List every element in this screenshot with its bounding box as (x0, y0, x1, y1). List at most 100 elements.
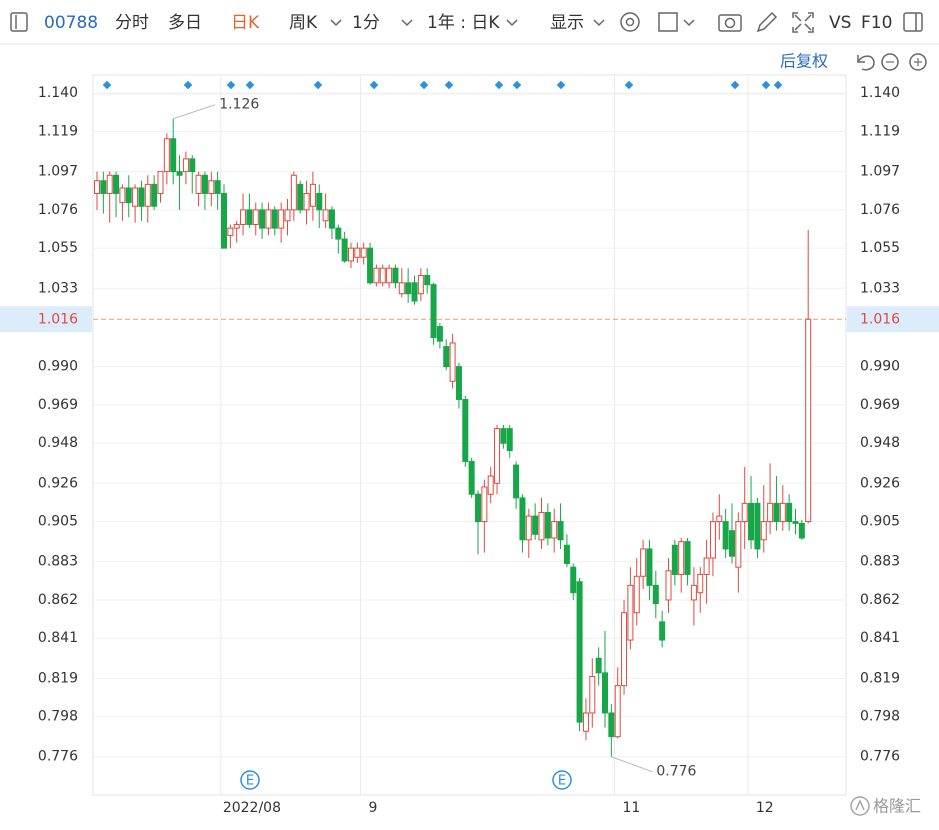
y2-tick-label: 1.097 (860, 164, 900, 180)
tab[interactable]: 分时 (115, 13, 149, 33)
event-diamonds (102, 80, 783, 90)
candle-body (602, 672, 608, 714)
candle-body (487, 475, 494, 495)
candle-body (405, 282, 412, 295)
candle-body (805, 318, 812, 523)
tab[interactable]: 1分 (352, 13, 380, 33)
undo-icon[interactable] (857, 55, 875, 71)
camera-lens (724, 17, 736, 29)
last-price-label: 1.016 (38, 311, 78, 327)
x-tick-label: 11 (623, 800, 641, 816)
candle-body (290, 174, 297, 211)
adjust-button[interactable]: 后复权 (780, 52, 828, 71)
chevron[interactable] (506, 19, 518, 27)
y-tick-label: 1.055 (38, 240, 78, 256)
candle-body (360, 247, 367, 258)
candle-body (195, 174, 202, 194)
candle-body (532, 515, 539, 535)
f10-button[interactable]: F10 (861, 13, 892, 33)
tab[interactable]: 显示 (550, 13, 584, 33)
settings-icon-core (625, 17, 635, 27)
event-diamond (226, 80, 236, 90)
candle-body (563, 544, 570, 565)
event-marker-circle (240, 770, 260, 790)
candle-body (576, 581, 583, 723)
candle-body (678, 541, 685, 575)
tab[interactable]: 1年 : 日K (427, 13, 500, 33)
grid (93, 75, 846, 795)
stock-code[interactable]: 00788 (44, 13, 98, 33)
candle-body (462, 398, 469, 462)
candle-body (125, 187, 132, 204)
candle-body (621, 612, 628, 687)
x-tick-label: 12 (756, 800, 774, 816)
tab-active[interactable]: 日K (231, 13, 260, 33)
candle-body (582, 712, 589, 732)
watermark-logo-mark (855, 799, 865, 811)
candle-body (506, 428, 513, 451)
candle-body (500, 428, 507, 444)
zoom-in-icon[interactable] (909, 53, 927, 71)
camera-icon[interactable] (718, 14, 742, 32)
event-diamond (556, 80, 566, 90)
candle-body (278, 209, 285, 229)
y2-tick-label: 1.055 (860, 240, 900, 256)
event-diamond (444, 80, 454, 90)
candle-body (221, 192, 227, 249)
tab[interactable]: 周K (289, 13, 318, 33)
candle-body (379, 267, 386, 284)
candles (94, 118, 812, 757)
y-tick-label: 1.097 (38, 164, 78, 180)
y2-tick-label: 1.140 (860, 85, 900, 101)
candle-body (513, 464, 520, 499)
frame-icon[interactable] (903, 12, 923, 32)
y2-tick-label: 0.841 (860, 630, 900, 646)
axes: 1.140 1.140 1.119 1.119 1.097 1.097 1.076 1.076… (38, 85, 900, 816)
event-diamond (761, 80, 771, 90)
chevron[interactable] (401, 19, 413, 27)
candle-body (475, 493, 481, 523)
candle-body (157, 171, 164, 194)
candle-body (614, 685, 621, 738)
tab[interactable]: 多日 (168, 13, 202, 33)
candle-body (246, 209, 253, 225)
candle-body (138, 187, 145, 207)
pen-icon[interactable] (756, 11, 778, 33)
y-tick-label: 1.140 (38, 85, 78, 101)
square-icon[interactable] (658, 12, 678, 32)
event-marker: E (246, 774, 254, 789)
candle-body (519, 497, 526, 541)
panel-icon[interactable] (10, 12, 28, 32)
settings-icon[interactable] (620, 12, 640, 32)
watermark-logo (850, 796, 870, 816)
x-tick-label: 9 (369, 800, 378, 816)
candle-body (176, 171, 183, 176)
y-tick-label: 0.841 (38, 630, 78, 646)
expand-icon[interactable] (792, 12, 814, 33)
event-diamond (730, 80, 740, 90)
candle-body (589, 676, 596, 714)
toolbar: 00788 分时 多日 日K 周K 1分 1年 : 日K 显示 VS F10 (0, 11, 939, 45)
last-price-box (847, 306, 939, 333)
candle-body (722, 521, 729, 550)
candle-body (709, 521, 716, 559)
chevron[interactable] (593, 19, 605, 27)
y-tick-label: 0.776 (38, 749, 78, 765)
candle-body (335, 227, 342, 240)
y2-tick-label: 0.819 (860, 670, 900, 686)
chevron[interactable] (330, 19, 342, 27)
candle-body (113, 174, 120, 194)
zoom-out-icon[interactable] (881, 53, 899, 71)
chevron[interactable] (683, 19, 695, 27)
y-tick-label: 0.990 (38, 359, 78, 375)
candle-body (640, 548, 647, 577)
y2-tick-label: 0.990 (860, 359, 900, 375)
candle-body (449, 342, 456, 382)
candle-body (570, 566, 577, 594)
y2-tick-label: 0.905 (860, 514, 900, 530)
candle-body (424, 275, 431, 286)
y-tick-label: 1.119 (38, 124, 78, 140)
candle-body (494, 428, 501, 484)
vs-button[interactable]: VS (829, 13, 851, 33)
x-tick-label: 2022/08 (223, 800, 281, 816)
